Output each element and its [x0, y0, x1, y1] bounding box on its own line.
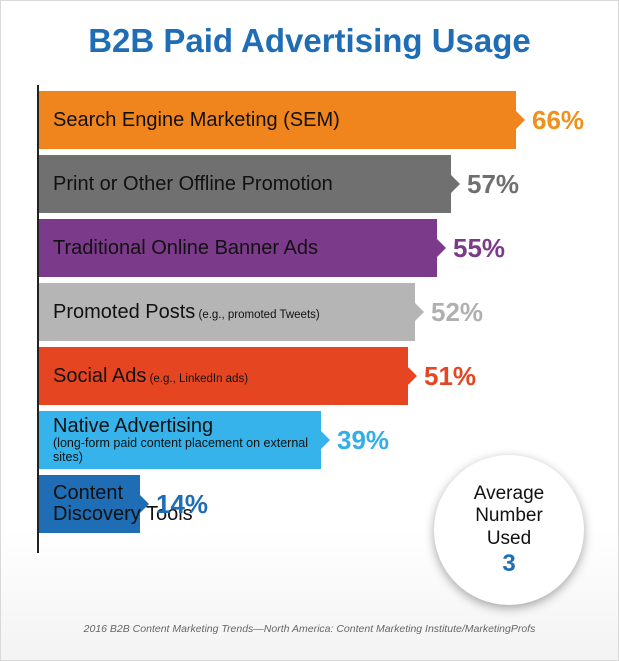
- bar-pointer: [451, 175, 460, 193]
- bar-label-main: Content Discovery Tools: [53, 482, 193, 525]
- bar-label-sub: (long-form paid content placement on ext…: [53, 435, 309, 464]
- bar-value-label: 66%: [532, 104, 585, 135]
- bar-fill: [39, 91, 516, 149]
- bar: Promoted Posts (e.g., promoted Tweets): [39, 283, 424, 341]
- average-label-line3: Used: [486, 528, 532, 550]
- bar-label: Print or Other Offline Promotion: [53, 155, 333, 213]
- average-value: 3: [502, 550, 516, 577]
- bar-label: Content Discovery Tools: [53, 475, 193, 533]
- bar-label-note: (e.g., LinkedIn ads): [146, 372, 249, 385]
- bar-label-main: Social Ads: [53, 364, 147, 387]
- source-footer: 2016 B2B Content Marketing Trends—North …: [83, 623, 536, 635]
- bar-pointer: [408, 367, 417, 385]
- bar-label-line: Promoted Posts (e.g., promoted Tweets): [53, 300, 320, 323]
- bar-pointer: [415, 303, 424, 321]
- bar-label-line: Native Advertising: [53, 414, 313, 437]
- bar-value-label: 55%: [453, 232, 506, 263]
- bar: Social Ads (e.g., LinkedIn ads): [39, 347, 417, 405]
- bar: Native Advertising (long-form paid conten…: [39, 411, 330, 469]
- bar-label: Promoted Posts (e.g., promoted Tweets): [53, 283, 320, 341]
- bar-pointer: [437, 239, 446, 257]
- bar-label-note: (e.g., promoted Tweets): [195, 308, 320, 321]
- bar-label-main: Print or Other Offline Promotion: [53, 172, 333, 195]
- bar-value-label: 51%: [424, 360, 477, 391]
- bar-label-line: Content Discovery Tools: [53, 483, 193, 525]
- average-label-line1: Average: [473, 482, 545, 504]
- bar-fill: [39, 411, 321, 469]
- bar: Content Discovery Tools: [39, 475, 193, 533]
- bar-pointer: [321, 431, 330, 449]
- bar-label: Social Ads (e.g., LinkedIn ads): [53, 347, 248, 405]
- bar-fill: [39, 219, 437, 277]
- bar: Print or Other Offline Promotion: [39, 155, 460, 213]
- bar-label-main: Native Advertising: [53, 414, 214, 437]
- bar-label-main: Promoted Posts: [53, 300, 196, 323]
- bar-label-main: Traditional Online Banner Ads: [53, 236, 318, 259]
- bar-value-label: 52%: [431, 296, 484, 327]
- bar-value-label: 57%: [467, 168, 520, 199]
- bar-label-line: Print or Other Offline Promotion: [53, 172, 333, 195]
- bar: Search Engine Marketing (SEM): [39, 91, 525, 149]
- bar-value-label: 14%: [156, 488, 209, 519]
- bar-label-line: Social Ads (e.g., LinkedIn ads): [53, 364, 249, 387]
- bar-fill: [39, 155, 451, 213]
- bar-fill: [39, 475, 140, 533]
- bar-label: Traditional Online Banner Ads: [53, 219, 318, 277]
- bar-label: Search Engine Marketing (SEM): [53, 91, 340, 149]
- bar-pointer: [140, 495, 149, 513]
- y-axis-line: [37, 85, 39, 553]
- average-badge: Average Number Used 3: [434, 455, 584, 605]
- bar-pointer: [516, 111, 525, 129]
- bar: Traditional Online Banner Ads: [39, 219, 446, 277]
- bar-fill: [39, 347, 408, 405]
- bar-label-line: Traditional Online Banner Ads: [53, 236, 318, 259]
- bar-label-line: Search Engine Marketing (SEM): [53, 108, 340, 131]
- bar-fill: [39, 283, 415, 341]
- average-label-line2: Number: [475, 505, 543, 527]
- bar-value-label: 39%: [337, 424, 390, 455]
- chart-title: B2B Paid Advertising Usage: [88, 22, 531, 59]
- bar-label-main: Search Engine Marketing (SEM): [53, 108, 340, 131]
- bar-label: Native Advertising (long-form paid conten…: [53, 411, 313, 469]
